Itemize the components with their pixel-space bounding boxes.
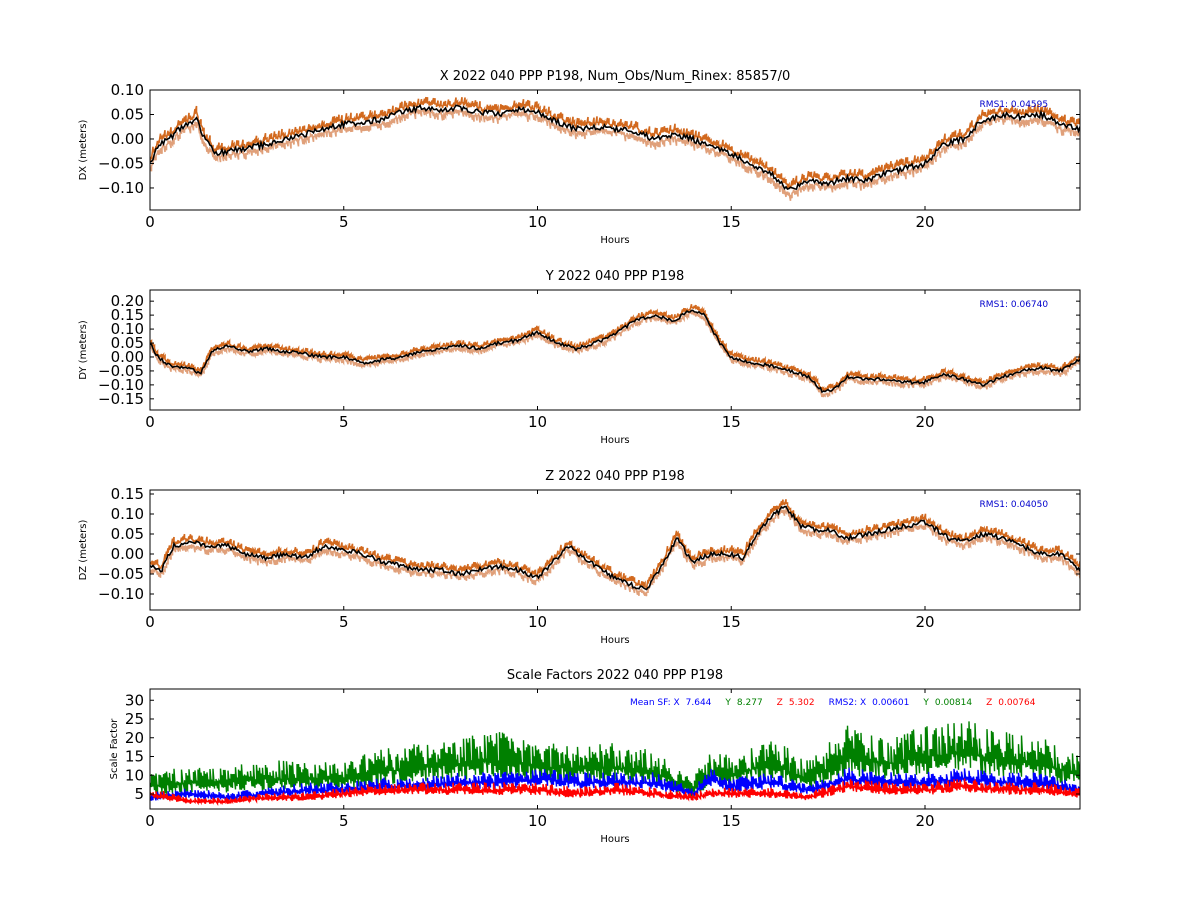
scale-factor-xtick-label: 10 — [528, 812, 547, 830]
scale-factor-panel: Mean SF: X 7.644 Y 8.277 Z 5.302 RMS2: X 0.0060… — [109, 668, 1081, 845]
dx-xtick-label: 15 — [722, 213, 741, 231]
dz-lower-envelope — [150, 506, 1080, 597]
dz-xtick-label: 5 — [339, 613, 349, 631]
dy-ytick-label: −0.10 — [98, 376, 144, 394]
scale-factor-ytick-label: 10 — [125, 766, 144, 784]
sf-annotation-mean-z: 5.302 — [789, 698, 815, 708]
sf-series-y — [150, 721, 1080, 798]
sf-annotation-mean-y-label: Y — [724, 698, 731, 708]
dx-ytick-label: 0.00 — [111, 130, 144, 148]
scale-factor-xtick-label: 20 — [915, 812, 934, 830]
sf-annotation-mean-x: 7.644 — [686, 698, 712, 708]
dx-plot-area — [150, 96, 1080, 201]
dz-ytick-label: −0.05 — [98, 565, 144, 583]
scale-factor-xtick-label: 0 — [145, 812, 155, 830]
dy-ylabel: DY (meters) — [78, 320, 89, 380]
dy-plot-area — [150, 304, 1080, 398]
dy-ytick-label: 0.00 — [111, 348, 144, 366]
sf-annotation-rms-label: RMS2: X — [829, 698, 867, 708]
scale-factor-axes-frame — [149, 688, 1081, 810]
dz-rms-annotation: RMS1: 0.04050 — [980, 500, 1049, 510]
dx-ytick-label: 0.05 — [111, 105, 144, 123]
sf-annotation-rms-y: 0.00814 — [935, 698, 972, 708]
dz-axes-frame — [149, 489, 1081, 611]
dy-title: Y 2022 040 PPP P198 — [545, 269, 685, 284]
dy-xlabel: Hours — [600, 435, 629, 446]
scale-factor-xtick-label: 15 — [722, 812, 741, 830]
scale-factor-xlabel: Hours — [600, 834, 629, 845]
scale-factor-ytick-label: 20 — [125, 729, 144, 747]
dy-xtick-label: 5 — [339, 413, 349, 431]
scale-factor-title: Scale Factors 2022 040 PPP P198 — [507, 668, 723, 683]
dy-xtick-label: 10 — [528, 413, 547, 431]
dz-ylabel: DZ (meters) — [78, 519, 89, 580]
sf-series-z — [150, 778, 1080, 807]
dx-xtick-label: 20 — [915, 213, 934, 231]
sf-annotation-rms-x: 0.00601 — [872, 698, 909, 708]
dy-ytick-label: −0.05 — [98, 362, 144, 380]
dy-ytick-label: 0.10 — [111, 320, 144, 338]
dz-ytick-label: −0.10 — [98, 585, 144, 603]
dx-rms-annotation: RMS1: 0.04595 — [980, 100, 1049, 110]
dy-xtick-label: 15 — [722, 413, 741, 431]
dx-xtick-label: 10 — [528, 213, 547, 231]
scale-factor-ytick-label: 30 — [125, 691, 144, 709]
dx-ytick-label: 0.10 — [111, 81, 144, 99]
sf-annotation: Mean SF: X 7.644 Y 8.277 Z 5.302 RMS2: X 0.0060… — [630, 698, 1036, 708]
sf-annotation-mean-y: 8.277 — [737, 698, 763, 708]
scale-factor-xtick-label: 5 — [339, 812, 349, 830]
dz-title: Z 2022 040 PPP P198 — [545, 469, 685, 484]
dy-solution-line — [150, 309, 1080, 394]
dz-panel: RMS1: 0.04050 Z 2022 040 PPP P198 0 5 10 15 20… — [78, 469, 1081, 646]
dy-ytick-label: 0.20 — [111, 292, 144, 310]
dx-panel: RMS1: 0.04595 X 2022 040 PPP P198, Num_Ob… — [78, 69, 1081, 246]
dx-xtick-label: 5 — [339, 213, 349, 231]
dx-ytick-label: −0.05 — [98, 154, 144, 172]
scale-factor-plot-area — [150, 721, 1080, 807]
sf-annotation-rms-y-label: Y — [922, 698, 929, 708]
scale-factor-ytick-label: 5 — [134, 785, 144, 803]
dx-solution-line — [150, 103, 1080, 191]
sf-annotation-mean-label: Mean SF: X — [630, 698, 680, 708]
dx-title: X 2022 040 PPP P198, Num_Obs/Num_Rinex: … — [440, 69, 791, 84]
dy-rms-annotation: RMS1: 0.06740 — [980, 300, 1049, 310]
dz-xtick-label: 20 — [915, 613, 934, 631]
scale-factor-ytick-label: 15 — [125, 748, 144, 766]
dx-ytick-label: −0.10 — [98, 179, 144, 197]
dz-xtick-label: 0 — [145, 613, 155, 631]
sf-annotation-rms-z: 0.00764 — [998, 698, 1035, 708]
dy-ytick-label: −0.15 — [98, 390, 144, 408]
dy-ytick-label: 0.15 — [111, 306, 144, 324]
dz-ytick-label: 0.05 — [111, 525, 144, 543]
dz-xlabel: Hours — [600, 635, 629, 646]
dy-axes-frame — [149, 289, 1081, 411]
dx-xlabel: Hours — [600, 235, 629, 246]
dz-solution-line — [150, 505, 1080, 591]
dy-panel: RMS1: 0.06740 Y 2022 040 PPP P198 0 5 10 15 20… — [78, 269, 1081, 446]
dz-plot-area — [150, 499, 1080, 597]
dz-ytick-label: 0.00 — [111, 545, 144, 563]
dz-ytick-label: 0.10 — [111, 505, 144, 523]
dx-ylabel: DX (meters) — [78, 119, 89, 180]
dy-xtick-label: 20 — [915, 413, 934, 431]
dy-ytick-label: 0.05 — [111, 334, 144, 352]
dy-lower-envelope — [150, 308, 1080, 398]
sf-annotation-rms-z-label: Z — [986, 698, 992, 708]
dz-ytick-label: 0.15 — [111, 485, 144, 503]
dx-upper-envelope — [150, 96, 1080, 190]
dz-upper-envelope — [150, 499, 1080, 589]
dx-axes-frame — [149, 89, 1081, 211]
dz-xtick-label: 15 — [722, 613, 741, 631]
scale-factor-ytick-label: 25 — [125, 710, 144, 728]
sf-annotation-mean-z-label: Z — [777, 698, 783, 708]
dy-xtick-label: 0 — [145, 413, 155, 431]
dx-xtick-label: 0 — [145, 213, 155, 231]
dz-xtick-label: 10 — [528, 613, 547, 631]
scale-factor-ylabel: Scale Factor — [109, 718, 120, 780]
